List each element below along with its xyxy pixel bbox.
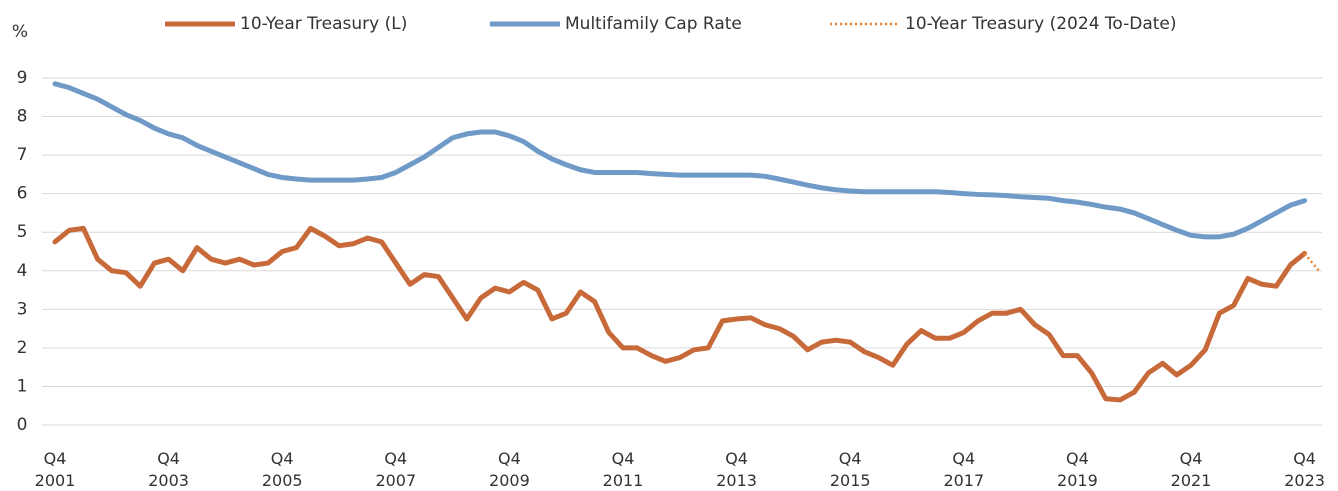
- x-tick-label: Q4 2001: [34, 449, 76, 490]
- y-tick-label: 0: [17, 415, 28, 435]
- y-tick-label: 3: [17, 299, 28, 319]
- x-tick-label: Q4 2023: [1284, 449, 1325, 490]
- y-tick-label: 4: [17, 261, 28, 281]
- x-tick-label: Q4 2005: [261, 449, 303, 490]
- x-tick-label: Q4 2013: [716, 449, 757, 490]
- y-tick-label: 7: [17, 145, 28, 165]
- y-unit-label: %: [12, 22, 28, 42]
- x-tick-label: Q4 2003: [148, 449, 189, 490]
- x-tick-label: Q4 2019: [1057, 449, 1098, 490]
- y-tick-label: 8: [17, 107, 28, 127]
- x-tick-label: Q4 2021: [1170, 449, 1212, 490]
- x-tick-label: Q4 2009: [489, 449, 530, 490]
- legend-label: Multifamily Cap Rate: [565, 14, 742, 34]
- legend-label: 10-Year Treasury (L): [240, 14, 407, 34]
- x-tick-label: Q4 2017: [943, 449, 985, 490]
- x-tick-label: Q4 2015: [829, 449, 871, 490]
- y-tick-label: 1: [17, 376, 28, 396]
- series-line: [52, 225, 1308, 403]
- y-tick-label: 2: [17, 338, 28, 358]
- y-tick-label: 9: [17, 68, 28, 88]
- legend-label: 10-Year Treasury (2024 To-Date): [905, 14, 1177, 34]
- series-line: [52, 81, 1308, 240]
- x-tick-label: Q4 2011: [602, 449, 644, 490]
- x-tick-label: Q4 2007: [375, 449, 417, 490]
- y-tick-label: 5: [17, 222, 28, 242]
- series-line: [1303, 252, 1320, 272]
- y-tick-label: 6: [17, 184, 28, 204]
